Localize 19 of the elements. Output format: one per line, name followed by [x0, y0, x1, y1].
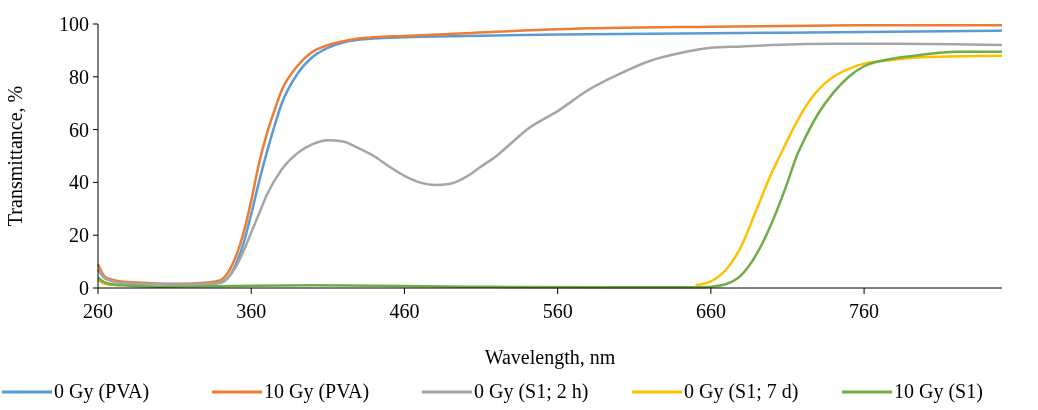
x-tick-label: 460 — [389, 300, 420, 322]
y-tick-label: 60 — [69, 118, 89, 141]
x-tick-label: 560 — [542, 300, 573, 322]
y-tick-label: 40 — [69, 171, 89, 194]
legend-label: 10 Gy (PVA) — [264, 380, 370, 403]
y-tick-label: 100 — [59, 13, 89, 35]
legend-label: 0 Gy (S1; 2 h) — [474, 380, 589, 403]
x-tick-label: 360 — [236, 300, 267, 322]
x-tick-label: 660 — [695, 300, 726, 322]
legend-label: 10 Gy (S1) — [894, 380, 983, 403]
y-tick-label: 0 — [79, 277, 89, 299]
x-tick-label: 760 — [849, 300, 880, 322]
y-axis-title: Transmittance, % — [4, 85, 26, 227]
y-tick-label: 20 — [69, 224, 89, 247]
legend-label: 0 Gy (PVA) — [54, 380, 150, 403]
legend-label: 0 Gy (S1; 7 d) — [684, 380, 799, 403]
x-axis-title: Wavelength, nm — [484, 346, 616, 369]
y-tick-label: 80 — [69, 65, 89, 88]
x-tick-label: 260 — [83, 300, 113, 322]
